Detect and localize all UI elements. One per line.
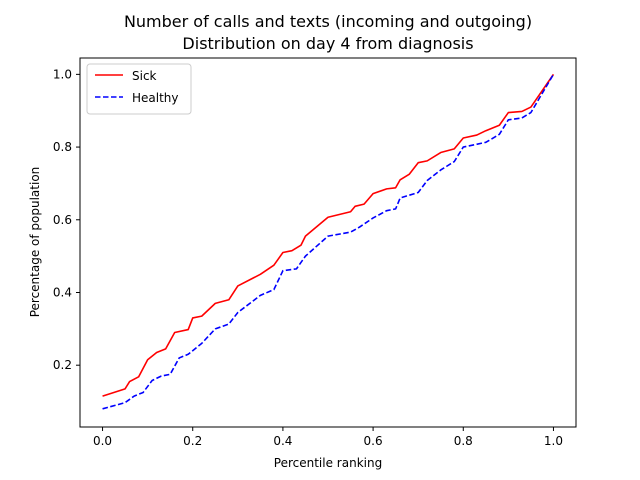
chart-title-line-1: Number of calls and texts (incoming and …: [124, 12, 532, 31]
y-axis-ticks: 0.2 0.4 0.6 0.8 1.0: [53, 67, 80, 372]
x-tick-label: 0.2: [183, 434, 202, 448]
legend-box: [86, 63, 192, 115]
x-axis-label: Percentile ranking: [274, 456, 382, 470]
y-tick-label: 0.8: [53, 140, 72, 154]
y-tick-label: 0.2: [53, 358, 72, 372]
legend: Sick Healthy: [86, 63, 192, 115]
legend-label-sick: Sick: [132, 69, 157, 83]
y-axis-label: Percentage of population: [28, 167, 42, 318]
legend-label-healthy: Healthy: [132, 91, 179, 105]
x-tick-label: 0.6: [364, 434, 383, 448]
chart-title-line-2: Distribution on day 4 from diagnosis: [182, 34, 473, 53]
x-axis-ticks: 0.0 0.2 0.4 0.6 0.8 1.0: [93, 427, 563, 448]
y-tick-label: 0.4: [53, 285, 72, 299]
x-tick-label: 0.4: [273, 434, 292, 448]
y-tick-label: 0.6: [53, 213, 72, 227]
y-tick-label: 1.0: [53, 67, 72, 81]
x-tick-label: 1.0: [544, 434, 563, 448]
x-tick-label: 0.0: [93, 434, 112, 448]
series-line-sick: [102, 73, 555, 397]
axes-frame: [79, 57, 577, 428]
x-tick-label: 0.8: [454, 434, 473, 448]
series-line-healthy: [102, 73, 555, 410]
plot-area: [102, 73, 555, 410]
